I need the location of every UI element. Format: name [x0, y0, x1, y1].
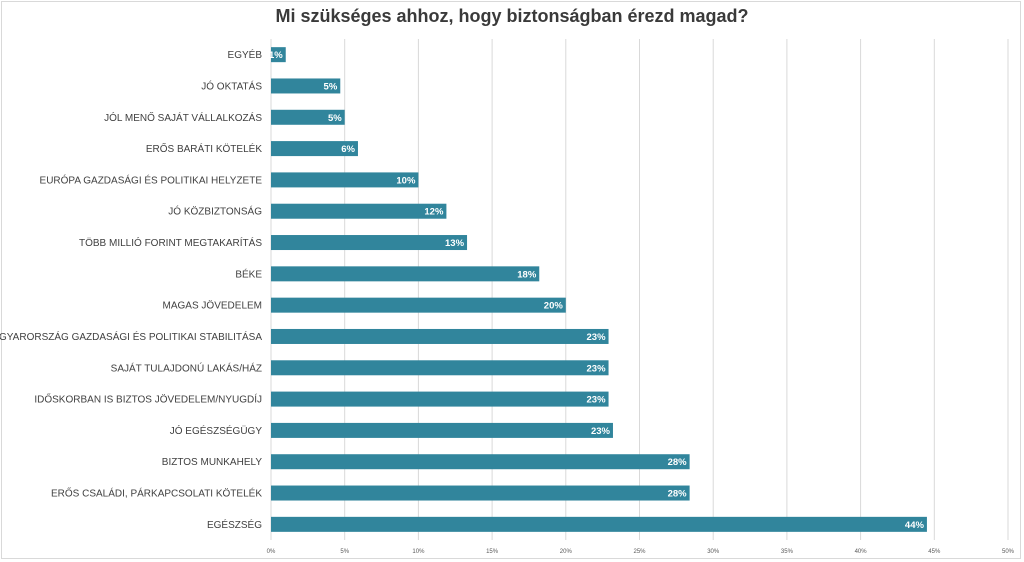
bar: [271, 235, 468, 251]
bar: [271, 266, 540, 282]
data-label: 12%: [424, 207, 444, 218]
data-label: 1%: [269, 50, 283, 61]
x-tick-label: 25%: [633, 549, 646, 555]
category-label: EURÓPA GAZDASÁGI ÉS POLITIKAI HELYZETE: [40, 173, 263, 186]
data-label: 28%: [668, 489, 688, 500]
category-label: JÓ OKTATÁS: [201, 79, 262, 92]
data-label: 44%: [905, 520, 925, 531]
data-label: 6%: [341, 144, 355, 155]
x-tick-label: 40%: [855, 549, 868, 555]
x-tick-label: 20%: [560, 549, 573, 555]
category-label: TÖBB MILLIÓ FORINT MEGTAKARÍTÁS: [79, 236, 262, 249]
x-tick-label: 15%: [486, 549, 499, 555]
x-tick-label: 35%: [781, 549, 794, 555]
data-label: 5%: [324, 81, 338, 92]
bar: [271, 422, 613, 438]
x-tick-label: 30%: [707, 549, 720, 555]
category-label: ERŐS CSALÁDI, PÁRKAPCSOLATI KÖTELÉK: [51, 486, 262, 500]
category-label: MAGYARORSZÁG GAZDASÁGI ÉS POLITIKAI STAB…: [0, 330, 262, 343]
data-label: 5%: [328, 113, 342, 124]
data-label: 23%: [587, 332, 607, 343]
bar: [271, 516, 927, 532]
bar: [271, 328, 609, 344]
category-label: MAGAS JÖVEDELEM: [163, 300, 262, 312]
category-label: JÓL MENŐ SAJÁT VÁLLALKOZÁS: [104, 110, 262, 124]
bar: [271, 203, 447, 219]
data-label: 23%: [587, 363, 607, 374]
bar: [271, 141, 358, 157]
category-label: SAJÁT TULAJDONÚ LAKÁS/HÁZ: [111, 361, 262, 374]
bar: [271, 360, 609, 376]
data-label: 20%: [544, 301, 564, 312]
category-label: JÓ EGÉSZSÉGÜGY: [170, 424, 263, 437]
data-label: 28%: [668, 457, 688, 468]
bar: [271, 47, 286, 63]
x-tick-label: 50%: [1002, 549, 1015, 555]
data-label: 13%: [445, 238, 465, 249]
bar: [271, 391, 609, 407]
data-label: 23%: [587, 395, 607, 406]
x-tick-label: 0%: [267, 549, 276, 555]
category-label: ERŐS BARÁTI KÖTELÉK: [146, 141, 262, 155]
bar: [271, 454, 690, 470]
x-tick-label: 5%: [340, 549, 349, 555]
category-label: BÉKE: [235, 267, 262, 280]
category-label: EGYÉB: [228, 48, 263, 61]
data-label: 23%: [591, 426, 611, 437]
x-tick-label: 45%: [928, 549, 941, 555]
category-label: BIZTOS MUNKAHELY: [162, 457, 263, 468]
bar: [271, 78, 341, 94]
category-label: JÓ KÖZBIZTONSÁG: [168, 205, 262, 218]
bar: [271, 109, 345, 125]
category-label: IDŐSKORBAN IS BIZTOS JÖVEDELEM/NYUGDÍJ: [34, 392, 262, 406]
category-label: EGÉSZSÉG: [207, 518, 262, 531]
x-tick-label: 10%: [412, 549, 425, 555]
bar: [271, 172, 419, 188]
bar: [271, 297, 566, 313]
chart-title: Mi szükséges ahhoz, hogy biztonságban ér…: [275, 6, 749, 26]
data-label: 10%: [396, 175, 416, 186]
data-label: 18%: [517, 269, 537, 280]
bar: [271, 485, 690, 501]
